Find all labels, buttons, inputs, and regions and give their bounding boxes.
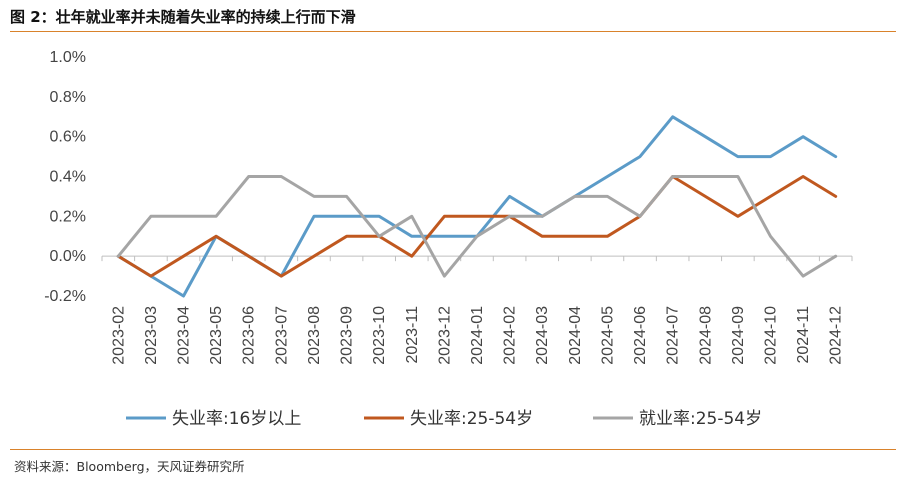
y-tick-label: 0.2% <box>50 208 86 225</box>
x-tick-label: 2023-08 <box>306 306 323 365</box>
legend: 失业率:16岁以上 失业率:25-54岁 就业率:25-54岁 <box>126 409 762 429</box>
x-tick-label: 2023-07 <box>273 306 290 365</box>
bottom-rule <box>10 449 896 450</box>
y-tick-label: -0.2% <box>44 288 86 305</box>
y-tick-label: 0.8% <box>50 89 86 106</box>
x-tick-label: 2023-10 <box>371 306 388 365</box>
series-layer <box>116 115 838 298</box>
x-tick-label: 2023-02 <box>110 306 127 365</box>
x-tick-label: 2024-07 <box>665 306 682 365</box>
figure-title: 图 2：壮年就业率并未随着失业率的持续上行而下滑 <box>10 8 356 26</box>
x-tick-label: 2023-09 <box>339 306 356 365</box>
y-tick-label: 0.0% <box>50 248 86 265</box>
x-tick-label: 2024-06 <box>632 306 649 365</box>
x-tick-label: 2024-02 <box>502 306 519 365</box>
x-tick-label: 2024-11 <box>795 306 812 364</box>
x-tick-label: 2024-10 <box>762 306 779 365</box>
x-tick-label: 2024-12 <box>828 306 845 365</box>
x-tick-label: 2023-04 <box>176 306 193 365</box>
y-tick-label: 1.0% <box>50 49 86 66</box>
legend-label: 失业率:25-54岁 <box>410 409 533 429</box>
x-tick-label: 2023-03 <box>143 306 160 365</box>
x-axis: 2023-02 2023-03 2023-04 2023-05 2023-06 2023-… <box>101 255 853 365</box>
x-tick-label: 2023-06 <box>241 306 258 365</box>
series-line-3 <box>116 175 838 278</box>
x-tick-label: 2023-05 <box>208 306 225 365</box>
top-rule <box>10 31 896 32</box>
y-axis: -0.2% 0.0% 0.2% 0.4% 0.6% 0.8% 1.0% <box>44 49 86 305</box>
x-tick-label: 2024-05 <box>599 306 616 365</box>
legend-label: 失业率:16岁以上 <box>172 409 301 429</box>
x-tick-label: 2023-11 <box>404 306 421 364</box>
x-tick-label: 2024-09 <box>730 306 747 365</box>
legend-label: 就业率:25-54岁 <box>639 409 762 429</box>
series-line-2 <box>116 175 838 278</box>
y-tick-label: 0.4% <box>50 169 86 186</box>
x-tick-label: 2024-03 <box>534 306 551 365</box>
x-tick-label: 2023-12 <box>436 306 453 365</box>
source-note: 资料来源：Bloomberg，天风证券研究所 <box>14 459 245 474</box>
x-tick-label: 2024-04 <box>567 306 584 365</box>
y-tick-label: 0.6% <box>50 129 86 146</box>
x-tick-label: 2024-01 <box>469 306 486 365</box>
x-tick-label: 2024-08 <box>697 306 714 365</box>
